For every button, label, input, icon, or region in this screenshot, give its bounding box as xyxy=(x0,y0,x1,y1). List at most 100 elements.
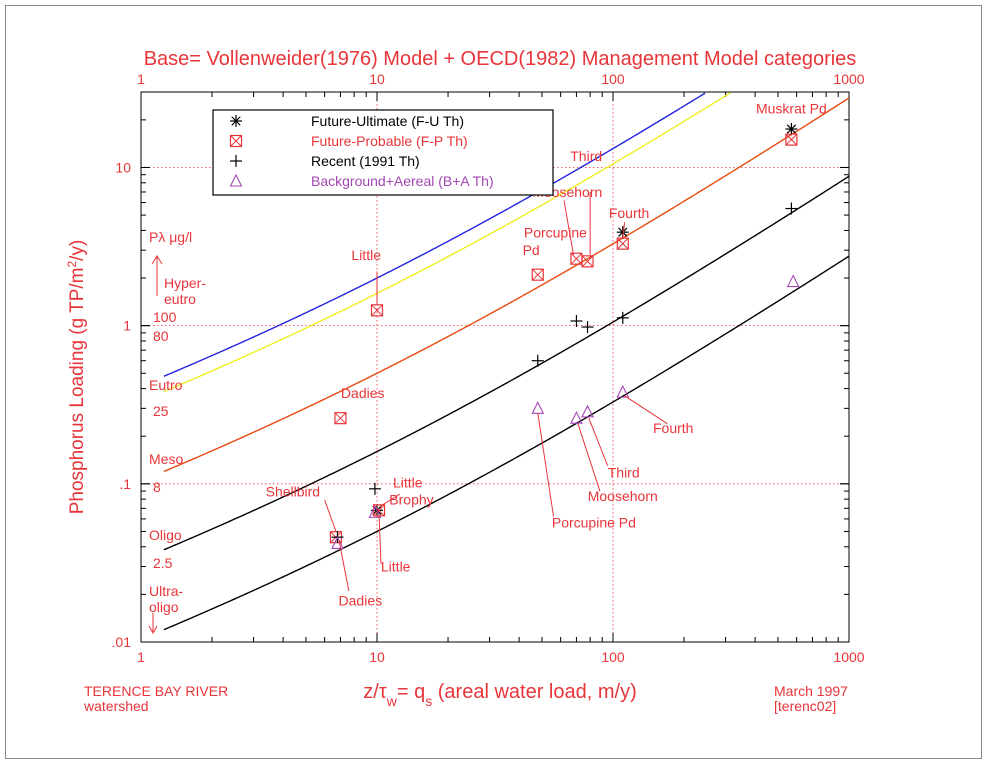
x-tick-label-top: 10 xyxy=(369,71,385,87)
boxed-x-box xyxy=(581,255,594,268)
leader-line xyxy=(577,423,601,492)
boxed-x-box xyxy=(334,412,347,425)
x-axis-label-part: (areal water load, m/y) xyxy=(432,681,637,703)
asterisk-marker xyxy=(785,123,798,136)
model-curve-25 xyxy=(163,97,850,473)
footer-file-id: [terenc02] xyxy=(774,698,836,714)
category-label-category: Oligo xyxy=(149,527,182,543)
boxed-x-stroke xyxy=(581,255,594,268)
x-tick-label-bottom: 100 xyxy=(601,649,625,665)
boxed-x-stroke xyxy=(570,252,583,265)
leader-line xyxy=(563,200,574,256)
category-label-level: 8 xyxy=(153,479,161,495)
y-tick-label: .1 xyxy=(119,476,131,492)
chart-frame: Base= Vollenweider(1976) Model + OECD(19… xyxy=(5,5,982,759)
leader-line xyxy=(588,417,609,466)
y-tick-label: 1 xyxy=(123,318,131,334)
triangle-marker xyxy=(581,404,594,418)
category-label-level: 80 xyxy=(153,328,169,344)
category-label-header: Pλ μg/l xyxy=(149,229,192,245)
boxed-x-stroke xyxy=(531,268,544,281)
triangle-shape xyxy=(581,404,594,418)
chart-svg: Base= Vollenweider(1976) Model + OECD(19… xyxy=(65,48,865,714)
y-axis-label-part: /y) xyxy=(67,240,88,261)
triangle-shape xyxy=(368,505,382,518)
category-label-level: 25 xyxy=(153,403,169,419)
boxed-x-box xyxy=(785,133,798,146)
point-label: Fourth xyxy=(653,420,693,436)
triangle-shape xyxy=(331,536,344,549)
category-label-category: eutro xyxy=(164,291,196,307)
triangle-marker xyxy=(368,505,382,518)
triangle-shape xyxy=(786,274,800,288)
boxed-x-marker xyxy=(370,304,384,317)
plus-marker xyxy=(531,354,544,367)
legend-box xyxy=(212,109,554,196)
leader-line xyxy=(537,413,555,517)
triangle-marker xyxy=(331,536,344,549)
category-label-category: oligo xyxy=(149,599,179,615)
chart-title: Base= Vollenweider(1976) Model + OECD(19… xyxy=(144,48,857,70)
point-label: Little xyxy=(393,474,423,490)
point-label: Third xyxy=(608,464,640,480)
arrow-down-icon xyxy=(148,613,158,635)
x-tick-label-bottom: 1 xyxy=(137,649,145,665)
boxed-x-stroke xyxy=(373,504,385,517)
category-label-level: 100 xyxy=(153,309,177,325)
y-axis-label-part: 2 xyxy=(65,261,79,268)
point-label: Third xyxy=(570,148,602,164)
x-tick-label-bottom: 1000 xyxy=(833,649,864,665)
triangle-shape xyxy=(531,401,545,414)
footer-watershed-sub: watershed xyxy=(83,698,149,714)
plus-marker xyxy=(570,314,583,327)
boxed-x-stroke xyxy=(230,135,242,147)
boxed-x-box xyxy=(616,237,629,250)
point-label: Moosehorn xyxy=(588,488,658,504)
boxed-x-stroke xyxy=(785,133,798,146)
asterisk-stroke xyxy=(618,227,628,237)
leader-lines xyxy=(324,191,668,592)
category-label-category: Ultra- xyxy=(149,583,184,599)
x-axis-label-part: z/τ xyxy=(363,681,387,703)
leader-line xyxy=(338,540,350,592)
triangle-marker xyxy=(616,384,630,398)
boxed-x-marker xyxy=(581,255,594,268)
boxed-x-box xyxy=(531,268,544,281)
model-curve-100 xyxy=(163,92,706,377)
x-tick-label-top: 100 xyxy=(601,71,625,87)
leader-line xyxy=(324,499,337,532)
point-label: Little xyxy=(351,247,381,263)
x-axis-label: z/τw= qs (areal water load, m/y) xyxy=(363,681,636,709)
triangle-marker xyxy=(570,410,583,424)
x-axis-label-part: w xyxy=(386,693,398,709)
boxed-x-marker xyxy=(334,412,347,425)
plot-area-border xyxy=(140,91,850,643)
legend-label: Future-Probable (F-P Th) xyxy=(311,133,468,149)
model-curve-8 xyxy=(163,175,850,551)
point-label: Porcupine Pd xyxy=(552,514,636,530)
asterisk-stroke xyxy=(786,124,797,134)
point-label: Dadies xyxy=(339,593,383,609)
boxed-x-marker xyxy=(570,252,583,265)
plus-marker xyxy=(368,482,381,495)
legend-label: Recent (1991 Th) xyxy=(311,153,420,169)
plus-marker xyxy=(581,321,594,334)
arrow-up-icon xyxy=(151,255,163,296)
triangle-shape xyxy=(229,173,243,187)
asterisk-marker xyxy=(230,115,242,127)
plus-marker xyxy=(785,202,798,215)
point-label: Muskrat Pd xyxy=(756,100,827,116)
legend-label: Background+Aereal (B+A Th) xyxy=(311,173,494,189)
point-label: Shellbird xyxy=(266,484,320,500)
axis-ticks xyxy=(140,91,850,643)
model-curves xyxy=(163,92,850,631)
model-curve-80 xyxy=(163,92,731,393)
y-axis-label: Phosphorus Loading (g TP/m2/y) xyxy=(65,240,88,515)
plus-marker xyxy=(230,155,242,167)
y-tick-label: 10 xyxy=(115,159,131,175)
trophic-category-labels: Pλ μg/l Hyper-eutro 100 80 Eutro 25 Meso 8 Oligo… xyxy=(148,229,206,635)
boxed-x-marker xyxy=(531,268,544,281)
triangle-shape xyxy=(616,384,630,398)
triangle-marker xyxy=(229,173,243,187)
x-tick-label-top: 1 xyxy=(137,71,145,87)
